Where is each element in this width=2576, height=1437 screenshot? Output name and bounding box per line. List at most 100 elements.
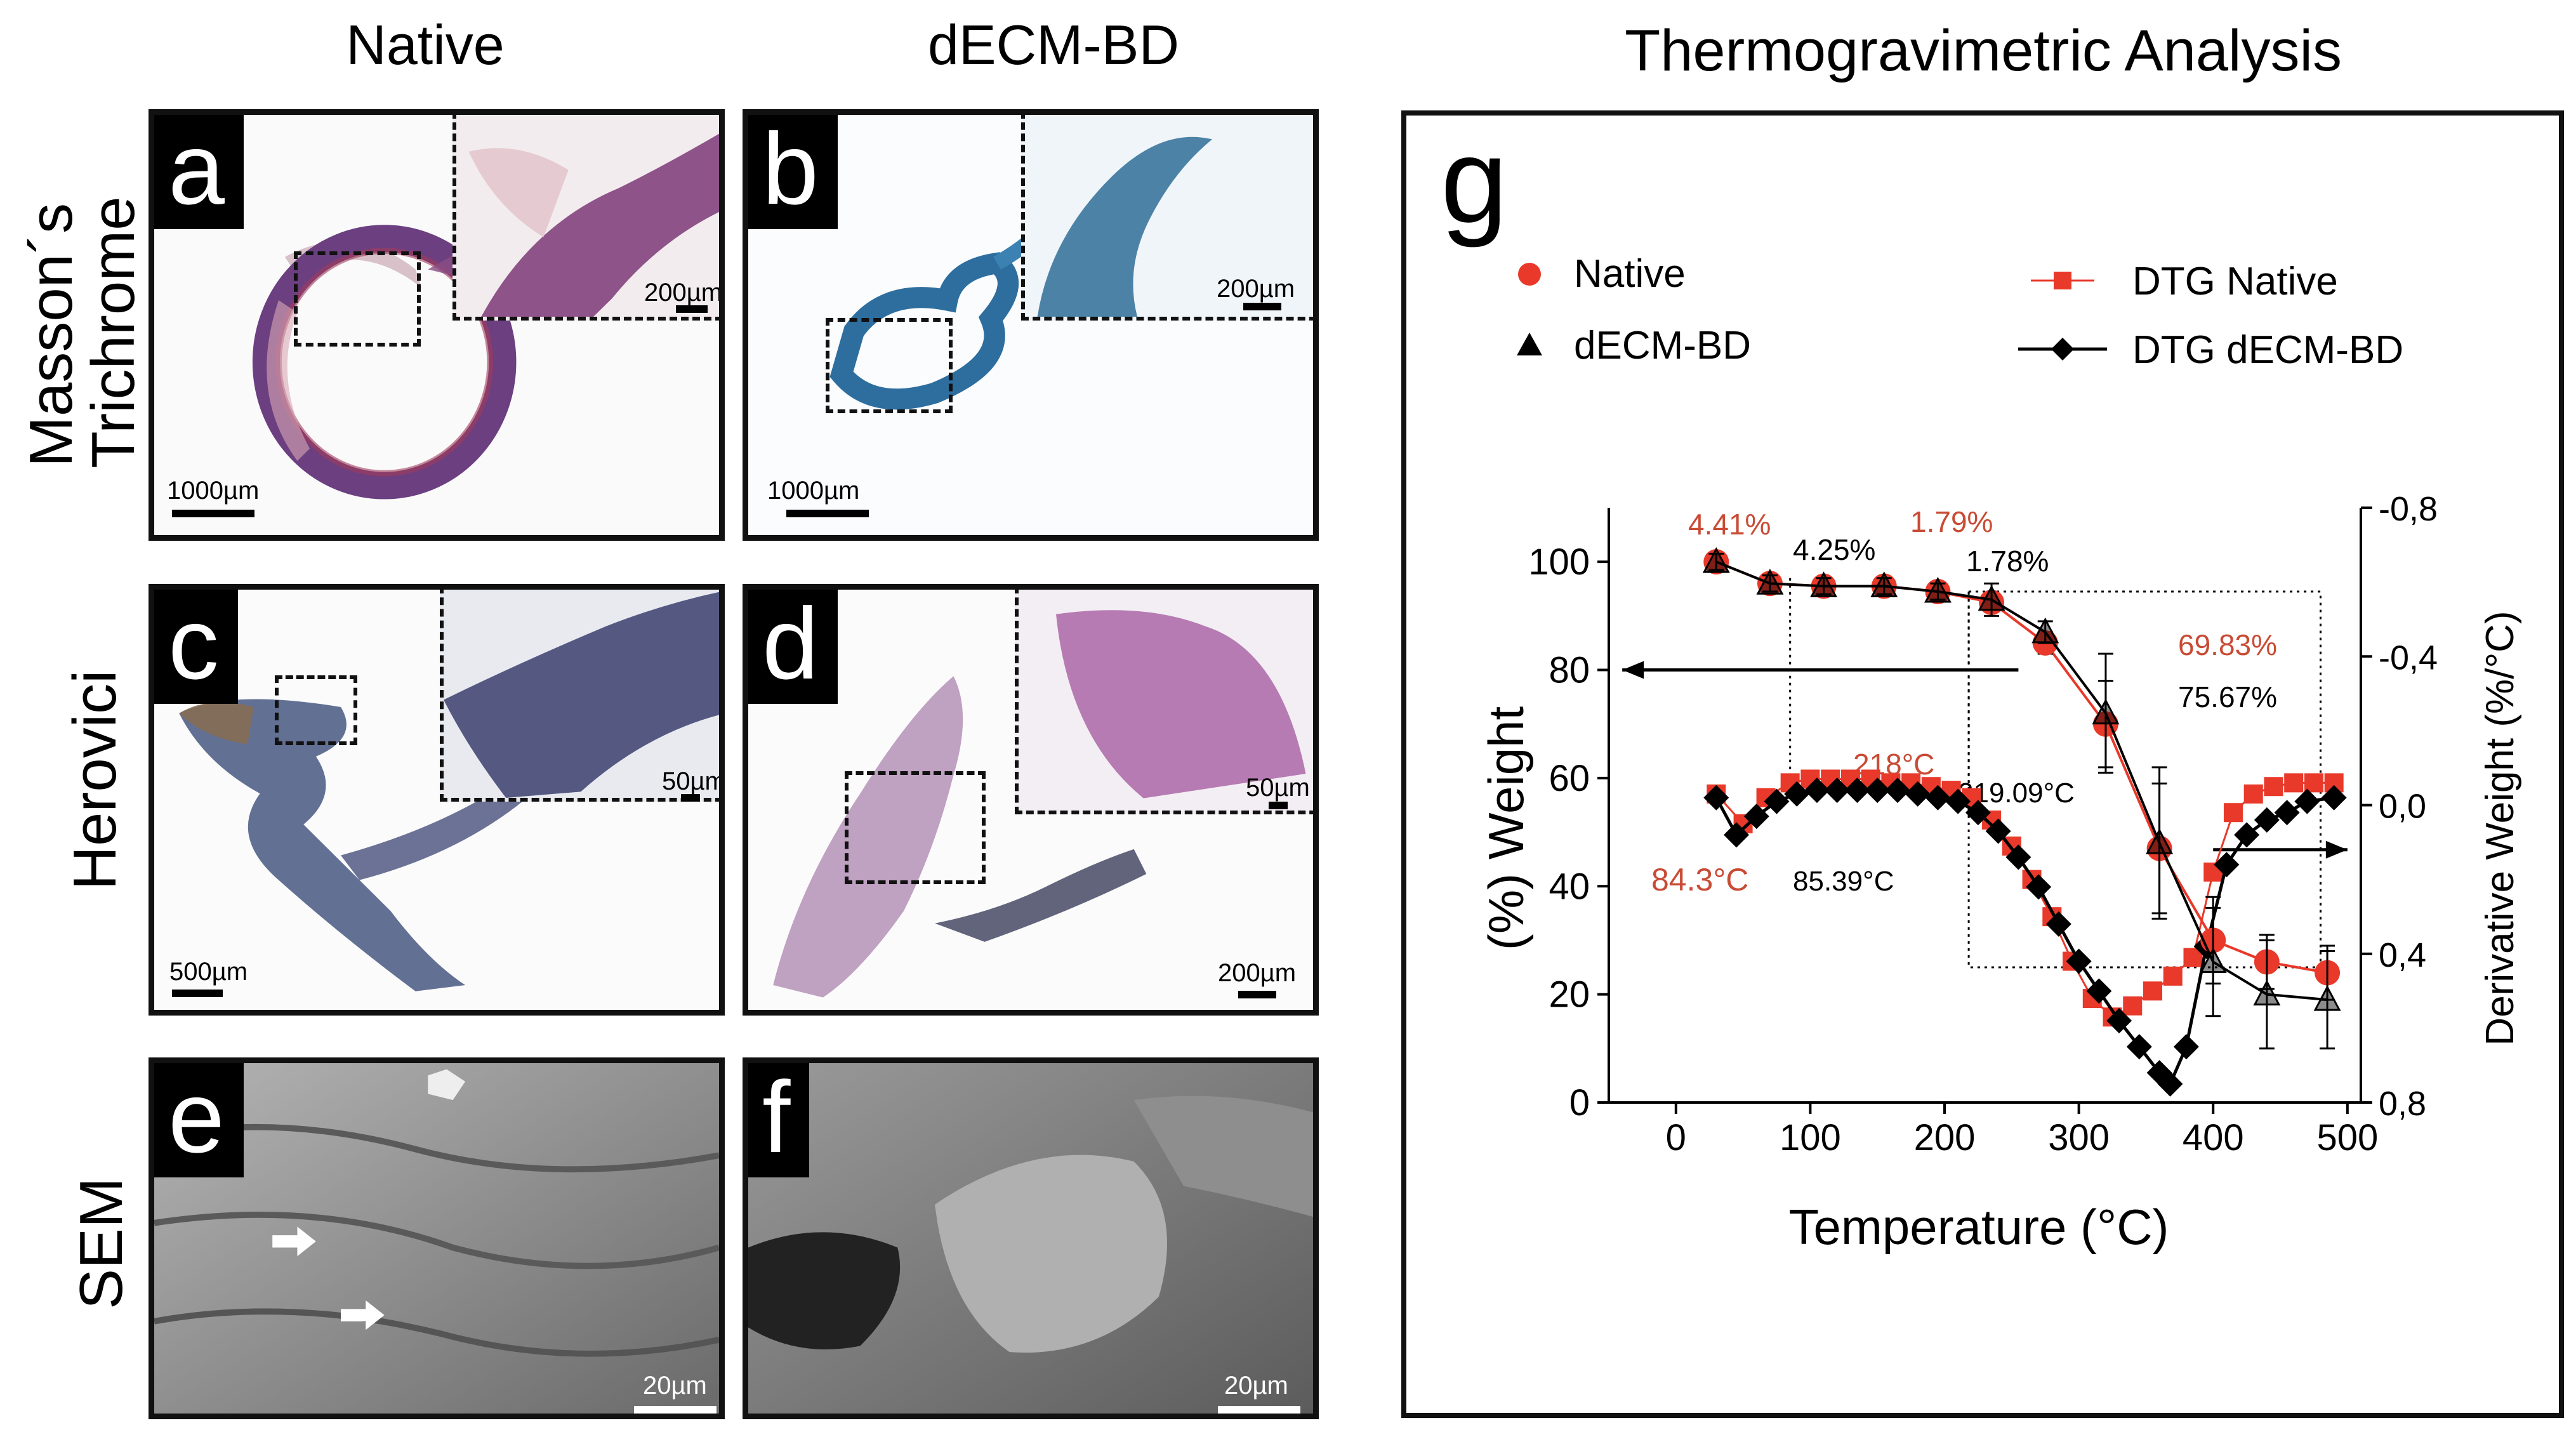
inset-zoom bbox=[452, 115, 719, 321]
panel-letter: c bbox=[154, 590, 238, 704]
inset-marker bbox=[294, 251, 421, 347]
weight-decm-point bbox=[1702, 546, 1730, 573]
inset-scale-label: 200µm bbox=[644, 279, 723, 307]
inset-scale-bar bbox=[676, 305, 708, 313]
dtg-decm-point bbox=[1905, 781, 1931, 807]
y-tick-label: 0 bbox=[1569, 1082, 1590, 1123]
scale-label: 20µm bbox=[1224, 1372, 1288, 1400]
y2-tick-label: 0,0 bbox=[2379, 788, 2426, 826]
dtg-decm-point bbox=[2086, 978, 2112, 1004]
column-header-native: Native bbox=[346, 13, 505, 76]
y-tick-label: 100 bbox=[1528, 541, 1590, 583]
inset-zoom bbox=[440, 590, 719, 802]
dtg-decm-point bbox=[1804, 778, 1830, 804]
column-header-decm: dECM-BD bbox=[927, 13, 1180, 76]
dtg-native-point bbox=[2284, 773, 2304, 793]
dtg-decm-point bbox=[2321, 785, 2347, 811]
annotation-decm-mass-loss-3: 75.67% bbox=[2178, 680, 2277, 713]
weight-decm-point bbox=[2031, 617, 2059, 644]
x-axis-title: Temperature (°C) bbox=[1788, 1199, 2169, 1255]
dtg-native-point bbox=[2223, 803, 2243, 823]
weight-decm-point bbox=[1810, 571, 1838, 598]
y2-tick-label: 0,4 bbox=[2379, 936, 2426, 974]
chart-heading: Thermogravimetric Analysis bbox=[1625, 18, 2342, 83]
legend-marker-dtg-decm bbox=[2051, 338, 2074, 361]
x-tick-label: 100 bbox=[1780, 1117, 1841, 1158]
scale-label: 1000µm bbox=[167, 477, 260, 505]
dtg-decm-point bbox=[2126, 1034, 2152, 1060]
weight-decm-point bbox=[2313, 984, 2341, 1011]
legend-label-native: Native bbox=[1574, 252, 1686, 296]
dtg-decm-point bbox=[1824, 778, 1850, 804]
dtg-native-point bbox=[2143, 981, 2163, 1001]
scale-label: 20µm bbox=[643, 1372, 707, 1400]
dtg-decm-point bbox=[1764, 788, 1790, 814]
y-tick-label: 80 bbox=[1549, 650, 1590, 691]
scale-bar bbox=[172, 990, 223, 997]
panel-a-masson-native: 200µm a 1000µm bbox=[149, 109, 725, 541]
annotation-native-mass-loss-1: 4.41% bbox=[1688, 508, 1771, 541]
panel-letter: b bbox=[748, 115, 838, 229]
arrow-right-head bbox=[2325, 840, 2348, 859]
panel-b-masson-decm: 200µm b 1000µm bbox=[743, 109, 1319, 541]
legend-marker-dtg-native bbox=[2054, 272, 2071, 289]
dtg-decm-point bbox=[1884, 778, 1910, 804]
y2-axis-title: Derivative Weight (%/°C) bbox=[2478, 611, 2522, 1045]
arrow-left-head bbox=[1622, 661, 1644, 679]
weight-decm-point bbox=[2253, 979, 2281, 1006]
dtg-decm-point bbox=[2157, 1071, 2183, 1097]
dtg-decm-point bbox=[1985, 818, 2011, 844]
dtg-decm-point bbox=[1784, 781, 1810, 807]
dtg-decm-point bbox=[2234, 822, 2260, 848]
scale-bar bbox=[634, 1406, 717, 1414]
dtg-decm-point bbox=[1925, 785, 1951, 811]
legend-label-decm: dECM-BD bbox=[1574, 324, 1751, 368]
inset-scale-label: 200µm bbox=[1217, 275, 1295, 303]
weight-decm-point bbox=[1924, 576, 1952, 603]
series-line bbox=[1715, 560, 2328, 974]
inset-scale-label: 50µm bbox=[1246, 774, 1310, 802]
weight-decm-point bbox=[1870, 571, 1898, 598]
dtg-decm-point bbox=[1743, 804, 1769, 830]
dtg-decm-point bbox=[2066, 948, 2092, 974]
dtg-decm-point bbox=[2214, 852, 2240, 878]
y-tick-label: 60 bbox=[1549, 758, 1590, 799]
annotation-decm-mass-loss-1: 4.25% bbox=[1793, 533, 1875, 566]
dtg-decm-point bbox=[2106, 1008, 2132, 1034]
weight-decm-point bbox=[2199, 947, 2227, 974]
inset-scale-bar bbox=[681, 794, 700, 802]
scale-bar bbox=[172, 510, 254, 517]
inset-zoom bbox=[1015, 590, 1313, 814]
panel-d-herovici-decm: 50µm d 200µm bbox=[743, 584, 1319, 1016]
inset-scale-bar bbox=[1243, 303, 1281, 310]
panel-c-herovici-native: 50µm c 500µm bbox=[149, 584, 725, 1016]
dtg-decm-point bbox=[2005, 844, 2031, 870]
y2-tick-label: -0,8 bbox=[2379, 490, 2438, 528]
panel-f-sem-decm: f 20µm bbox=[743, 1057, 1319, 1419]
dtg-decm-point bbox=[1965, 800, 1991, 826]
legend-marker-decm bbox=[1517, 333, 1542, 355]
x-tick-label: 400 bbox=[2183, 1117, 2244, 1158]
scale-label: 1000µm bbox=[767, 477, 860, 505]
dtg-decm-point bbox=[2173, 1034, 2199, 1060]
annotation-decm-peak-1: 85.39°C bbox=[1793, 866, 1894, 897]
scale-label: 200µm bbox=[1218, 959, 1297, 987]
inset-marker bbox=[275, 675, 357, 745]
dtg-decm-point bbox=[1865, 778, 1891, 804]
dtg-native-point bbox=[2243, 784, 2263, 804]
inset-scale-label: 50µm bbox=[662, 767, 725, 795]
y2-tick-label: 0,8 bbox=[2379, 1085, 2426, 1123]
dtg-decm-point bbox=[1945, 788, 1971, 814]
dtg-decm-point bbox=[1703, 785, 1729, 811]
panel-letter: d bbox=[748, 590, 838, 704]
dtg-decm-point bbox=[2254, 807, 2280, 833]
dtg-decm-point bbox=[1844, 778, 1870, 804]
legend: Native dECM-BD DTG Native DTG dECM-BD bbox=[1517, 252, 2403, 372]
annotation-native-mass-loss-2: 1.79% bbox=[1910, 505, 1993, 538]
x-tick-label: 500 bbox=[2316, 1117, 2378, 1158]
weight-decm-point bbox=[2092, 698, 2120, 725]
dtg-native-point bbox=[2163, 966, 2183, 986]
x-tick-label: 200 bbox=[1914, 1117, 1976, 1158]
inset-marker bbox=[845, 771, 986, 884]
dtg-native-point bbox=[2264, 777, 2283, 797]
